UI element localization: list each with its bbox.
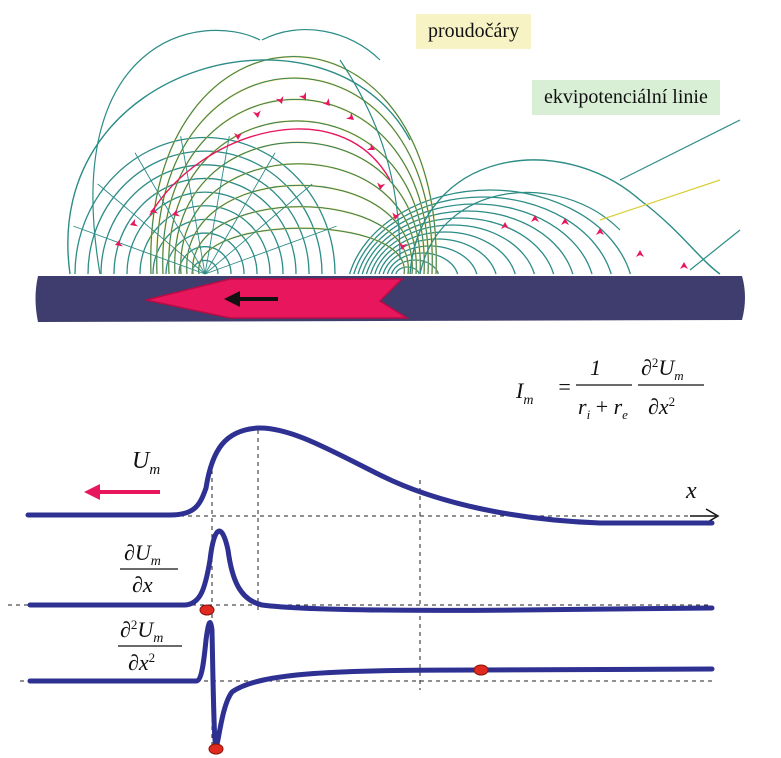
current-arrowhead	[377, 182, 386, 190]
streamlines-legend: proudočáry	[416, 14, 532, 49]
inflection-markers	[199, 604, 489, 755]
equipotential-line	[87, 150, 323, 275]
impulse-direction-arrow	[224, 291, 278, 307]
svg-text:=: =	[557, 374, 572, 399]
equipotential-line	[374, 231, 516, 275]
equipotential-line	[100, 164, 310, 275]
streamline	[180, 163, 417, 275]
membrane-potential-curve	[25, 425, 715, 526]
equipotential-line	[369, 224, 536, 275]
marker-right-inflection	[473, 664, 489, 676]
equipotential-line	[395, 266, 420, 275]
x-axis-label: x	[685, 478, 697, 504]
radial-line	[204, 183, 313, 275]
streamline-edge	[186, 184, 413, 275]
svg-text:∂x: ∂x	[132, 572, 153, 597]
current-arrowhead	[172, 208, 180, 217]
equipotential-line	[126, 191, 284, 275]
equipotential-line	[378, 238, 497, 275]
current-streamline	[149, 128, 391, 216]
streamline-edge	[174, 142, 421, 275]
current-arrowhead	[299, 91, 306, 100]
outer-line	[409, 159, 721, 275]
current-arrowhead	[561, 218, 569, 225]
second-derivative-label: ∂2Um ∂x2	[118, 617, 182, 675]
outer-line	[339, 59, 401, 261]
svg-text:Im: Im	[515, 378, 533, 408]
outer-line	[619, 119, 741, 181]
marker-peak-first-derivative	[199, 604, 215, 616]
streamline-edge	[150, 56, 437, 275]
equipotential-line	[390, 259, 440, 275]
current-arrows	[115, 91, 688, 269]
current-arrowhead	[115, 238, 123, 247]
radial-line	[134, 152, 206, 275]
equipotential-line	[74, 136, 336, 275]
radial-line	[73, 225, 206, 275]
equipotential-line	[348, 189, 632, 275]
streamline-edge	[162, 99, 429, 275]
radial-line	[180, 136, 206, 275]
equipotential-line	[165, 232, 245, 275]
equipotential-line	[353, 196, 612, 275]
streamline-edge	[168, 120, 425, 275]
equipotential-legend: ekvipotenciální linie	[532, 80, 720, 115]
radial-line	[204, 136, 230, 275]
equipotential-line	[365, 217, 555, 275]
current-arrowhead	[399, 242, 408, 250]
current-arrowhead	[346, 112, 354, 120]
field-lines	[67, 29, 741, 275]
outer-line	[599, 179, 721, 221]
svg-text:∂2Um: ∂2Um	[120, 617, 163, 646]
outer-line	[67, 59, 411, 275]
current-arrowhead	[392, 212, 401, 220]
outer-line	[689, 229, 741, 271]
current-arrowhead	[252, 110, 261, 118]
second-derivative-curve	[27, 620, 715, 754]
svg-text:ri + re: ri + re	[578, 394, 628, 422]
current-arrowhead	[531, 215, 539, 222]
first-derivative-curve	[27, 528, 715, 613]
current-arrowhead	[366, 143, 375, 150]
current-arrowhead	[130, 218, 138, 227]
outer-line	[261, 29, 381, 61]
streamline-edge	[156, 77, 433, 275]
svg-text:∂2Um: ∂2Um	[641, 355, 684, 383]
svg-text:∂x2: ∂x2	[648, 394, 675, 419]
svg-text:∂x2: ∂x2	[128, 650, 155, 675]
guide-lines	[8, 430, 712, 750]
current-arrowhead	[275, 96, 284, 104]
current-arrowhead	[234, 133, 242, 140]
current-arrowhead	[322, 98, 330, 106]
current-arrowhead	[680, 262, 688, 269]
current-arrowhead	[501, 222, 509, 229]
current-formula: Im = 1 ri + re ∂2Um ∂x2	[515, 355, 704, 422]
radial-line	[204, 152, 276, 275]
equipotential-line	[113, 177, 297, 275]
current-arrowhead	[596, 228, 604, 235]
svg-text:1: 1	[590, 355, 601, 380]
outer-line	[419, 191, 621, 275]
equipotential-line	[386, 252, 459, 275]
equipotential-line	[139, 205, 271, 275]
um-label: Um	[132, 448, 160, 478]
radial-line	[204, 225, 337, 275]
propagation-arrow	[84, 484, 160, 500]
first-derivative-label: ∂Um ∂x	[120, 540, 178, 597]
streamline-edge	[180, 163, 417, 275]
streamline	[174, 141, 421, 275]
svg-text:∂Um: ∂Um	[124, 540, 161, 569]
outer-line	[92, 29, 261, 275]
current-arrowhead	[636, 250, 644, 257]
marker-minimum-second-derivative	[208, 743, 224, 755]
radial-line	[97, 183, 206, 275]
equipotential-line	[361, 210, 574, 275]
